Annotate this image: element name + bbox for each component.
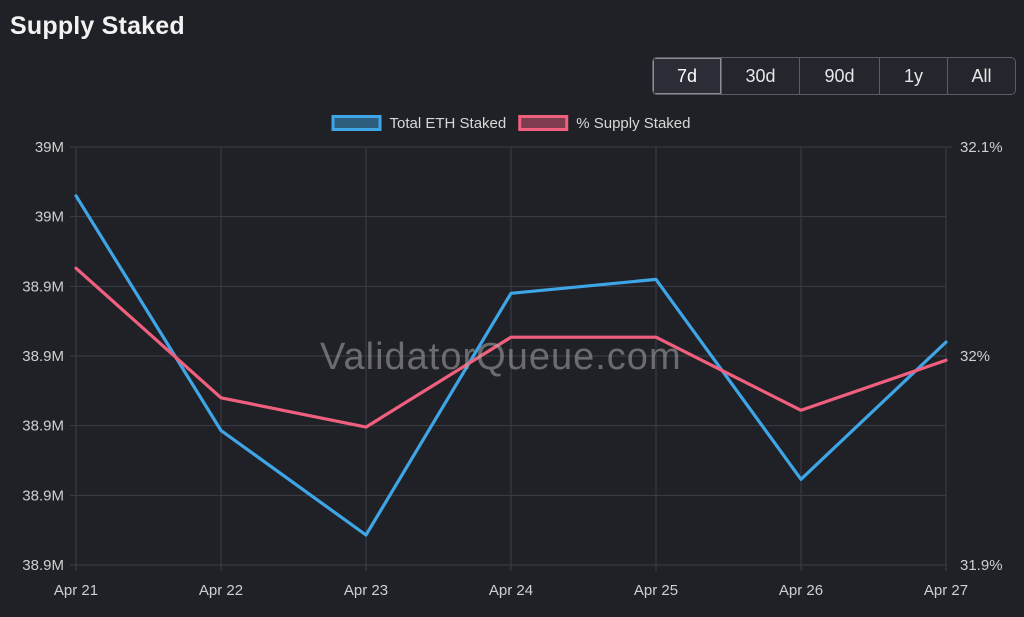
- x-tick-label: Apr 27: [924, 582, 968, 599]
- left-tick-label: 38.9M: [22, 278, 64, 295]
- x-tick-label: Apr 24: [489, 582, 533, 599]
- legend-label-supply-pct[interactable]: % Supply Staked: [576, 115, 690, 132]
- series-lines: [74, 194, 948, 537]
- left-tick-label: 38.9M: [22, 487, 64, 504]
- range-1y-button[interactable]: 1y: [879, 58, 947, 94]
- range-7d-button[interactable]: 7d: [653, 58, 721, 94]
- legend-swatch-supply-pct[interactable]: [518, 115, 569, 131]
- x-tick-label: Apr 26: [779, 582, 823, 599]
- grid-lines: [70, 146, 952, 571]
- left-tick-label: 38.9M: [22, 348, 64, 365]
- x-tick-label: Apr 25: [634, 582, 678, 599]
- legend-label-total-eth[interactable]: Total ETH Staked: [390, 115, 507, 132]
- left-tick-label: 39M: [35, 209, 64, 226]
- left-axis: 39M 39M 38.9M 38.9M 38.9M 38.9M 38.9M: [22, 139, 64, 574]
- range-30d-button[interactable]: 30d: [721, 58, 799, 94]
- x-axis: Apr 21 Apr 22 Apr 23 Apr 24 Apr 25 Apr 26 Apr …: [54, 582, 968, 599]
- time-range-selector: 7d 30d 90d 1y All: [652, 57, 1016, 95]
- page-title: Supply Staked: [10, 12, 185, 40]
- left-tick-label: 38.9M: [22, 418, 64, 435]
- supply-staked-pct-line: [74, 266, 948, 429]
- x-tick-label: Apr 22: [199, 582, 243, 599]
- right-tick-label: 31.9%: [960, 557, 1003, 574]
- x-tick-label: Apr 21: [54, 582, 98, 599]
- right-tick-label: 32.1%: [960, 139, 1003, 156]
- left-tick-label: 39M: [35, 139, 64, 156]
- legend-swatch-total-eth[interactable]: [331, 115, 382, 131]
- total-eth-staked-line: [74, 194, 948, 537]
- right-tick-label: 32%: [960, 348, 990, 365]
- x-tick-label: Apr 23: [344, 582, 388, 599]
- legend: Total ETH Staked % Supply Staked: [331, 115, 690, 132]
- left-tick-label: 38.9M: [22, 557, 64, 574]
- right-axis: 32.1% 32% 31.9%: [960, 139, 1003, 574]
- range-90d-button[interactable]: 90d: [799, 58, 879, 94]
- range-all-button[interactable]: All: [947, 58, 1015, 94]
